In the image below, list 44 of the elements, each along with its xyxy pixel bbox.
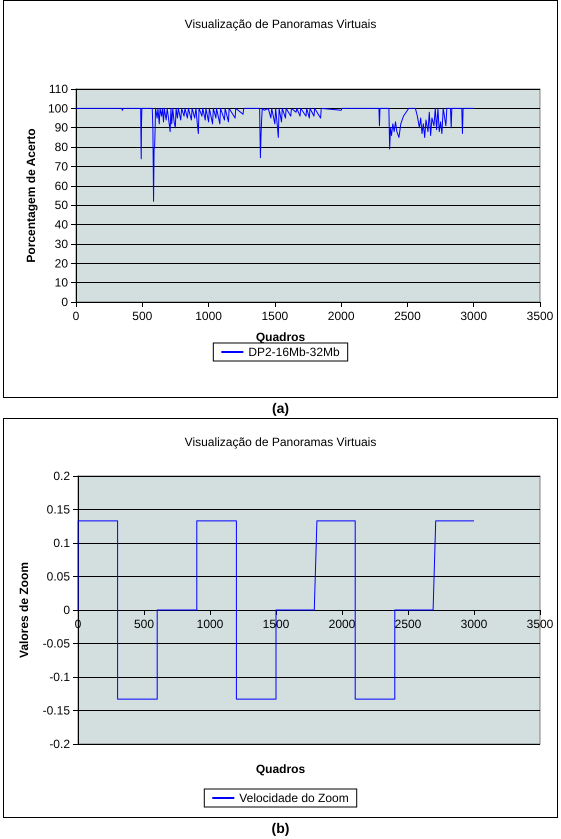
- y-tick-label: 40: [54, 218, 68, 232]
- y-tick-label: 100: [48, 101, 68, 116]
- y-tick-label: 30: [54, 236, 68, 251]
- y-tick-label: -0.15: [42, 704, 70, 718]
- y-tick-label: 80: [54, 140, 68, 154]
- y-tick-label: -0.1: [49, 670, 70, 684]
- y-tick-label: 0.2: [53, 469, 70, 483]
- x-axis-title: Quadros: [256, 762, 306, 776]
- x-tick-label: 500: [134, 617, 154, 631]
- y-tick-label: 90: [54, 120, 68, 135]
- text: (a): [270, 399, 290, 418]
- x-tick-label: 1000: [195, 309, 222, 323]
- x-axis-title: Quadros: [256, 330, 306, 344]
- x-tick-label: 500: [132, 309, 153, 323]
- y-tick-label: 0.15: [46, 502, 70, 516]
- x-tick-label: 0: [72, 309, 80, 323]
- line-series: [76, 108, 474, 202]
- y-tick-label: 110: [48, 82, 68, 96]
- chart-title: Visualização de Panoramas Virtuais: [184, 17, 376, 31]
- y-tick-label: 0.1: [53, 536, 70, 550]
- y-axis-title: Porcentagem de Acerto: [24, 128, 38, 263]
- y-tick-label: 60: [54, 178, 68, 193]
- x-tick-label: 2000: [328, 309, 355, 323]
- legend-label: Velocidade do Zoom: [239, 791, 349, 805]
- x-tick-label: 3500: [526, 617, 554, 631]
- y-axis-title: Valores de Zoom: [17, 562, 31, 658]
- y-tick-label: -0.2: [49, 737, 70, 751]
- legend-label: DP2-16Mb-32Mb: [248, 345, 340, 359]
- x-tick-label: 1500: [262, 309, 289, 323]
- text: (b): [270, 819, 290, 838]
- y-tick-label: 0: [61, 295, 68, 309]
- y-tick-label: 0.05: [46, 570, 70, 584]
- y-tick-label: 10: [54, 276, 68, 290]
- x-tick-label: 2500: [394, 309, 422, 323]
- y-tick-label: 20: [54, 256, 68, 270]
- y-tick-label: 50: [54, 198, 68, 212]
- x-tick-label: 3000: [460, 309, 488, 323]
- y-tick-label: 70: [54, 159, 68, 174]
- x-tick-label: 3000: [460, 617, 488, 631]
- x-tick-label: 3500: [526, 309, 554, 323]
- y-tick-label: 0: [63, 603, 70, 617]
- x-tick-label: 1000: [196, 617, 224, 631]
- y-tick-label: -0.05: [42, 636, 70, 650]
- chart-title: Visualização de Panoramas Virtuais: [184, 435, 376, 449]
